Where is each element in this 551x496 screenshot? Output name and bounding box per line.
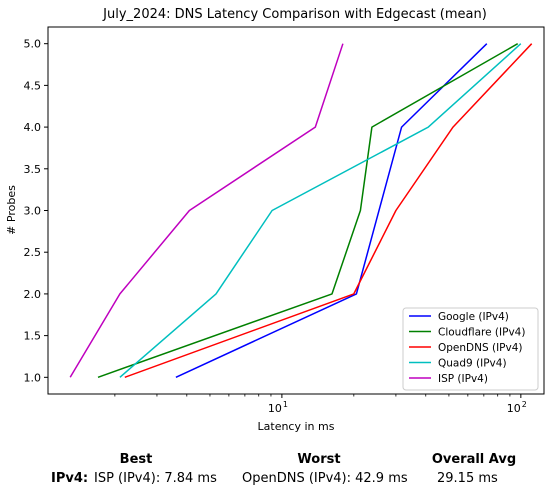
y-tick-label: 3.5 [24, 163, 42, 176]
legend-box [402, 307, 539, 391]
legend-label: OpenDNS (IPv4) [438, 342, 523, 354]
worst-value: OpenDNS (IPv4): 42.9 ms [242, 471, 408, 486]
legend: Google (IPv4) Cloudflare (IPv4) OpenDNS (I… [402, 307, 539, 391]
overall-avg-header: Overall Avg [431, 452, 517, 467]
legend-label: ISP (IPv4) [438, 373, 488, 385]
y-axis-label: # Probes [5, 185, 18, 235]
legend-label: Google (IPv4) [438, 311, 509, 323]
best-header: Best [119, 452, 153, 467]
ipv4-row-label: IPv4: [51, 471, 89, 486]
overall-avg-value: 29.15 ms [437, 471, 498, 486]
series-line-cloudflare-ipv4 [97, 43, 519, 379]
series-line-opendns-ipv4 [124, 43, 533, 379]
y-tick-label: 2.0 [24, 288, 42, 301]
y-tick-label: 4.0 [24, 121, 42, 134]
y-axis: 1.0 1.5 2.0 2.5 3.0 3.5 4.0 4.5 5.0 [24, 38, 48, 384]
worst-header: Worst [297, 452, 341, 467]
x-axis: 101 102 [114, 394, 527, 415]
x-axis-label: Latency in ms [258, 420, 335, 433]
best-value: ISP (IPv4): 7.84 ms [94, 471, 217, 486]
legend-label: Cloudflare (IPv4) [438, 327, 525, 339]
y-tick-label: 1.0 [24, 371, 42, 384]
y-tick-label: 1.5 [24, 330, 42, 343]
y-tick-label: 5.0 [24, 38, 42, 51]
summary-panel: Best Worst Overall Avg IPv4: ISP (IPv4):… [0, 440, 551, 496]
series-lines [69, 43, 533, 379]
y-tick-label: 2.5 [24, 246, 42, 259]
legend-label: Quad9 (IPv4) [438, 358, 507, 370]
y-tick-label: 3.0 [24, 205, 42, 218]
dns-latency-chart: July_2024: DNS Latency Comparison with E… [5, 7, 545, 433]
chart-title: July_2024: DNS Latency Comparison with E… [102, 7, 487, 22]
y-tick-label: 4.5 [24, 79, 42, 92]
x-tick-label: 101 [268, 400, 288, 415]
series-line-quad9-ipv4 [119, 43, 522, 378]
x-tick-label: 102 [507, 400, 527, 415]
series-line-isp-ipv4 [69, 43, 344, 378]
